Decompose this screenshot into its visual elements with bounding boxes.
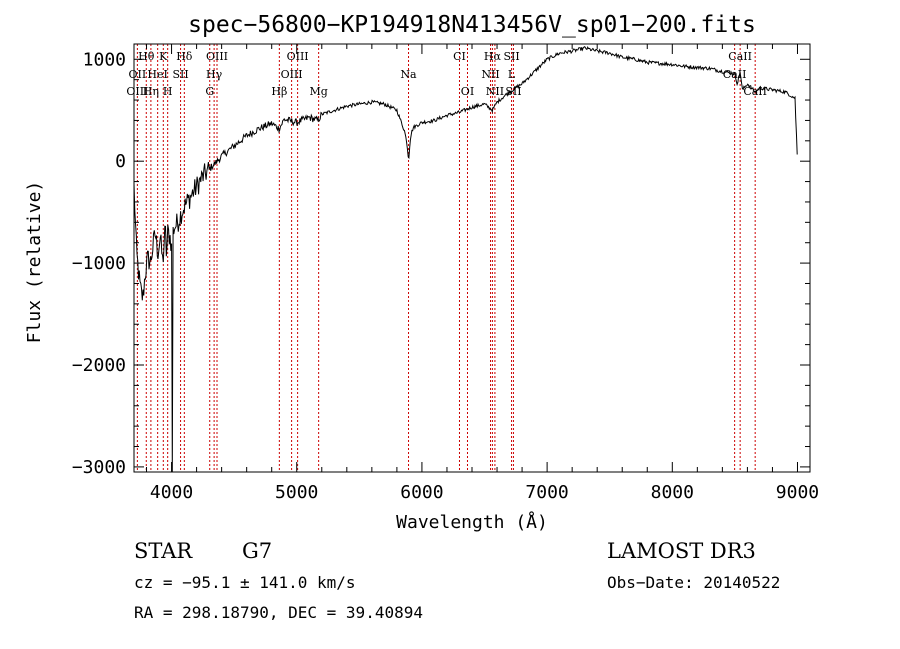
line-marker-label: CaII bbox=[728, 50, 752, 63]
line-marker-label: OIII bbox=[126, 85, 148, 98]
x-tick-label: 4000 bbox=[150, 482, 193, 503]
line-marker-label: Hδ bbox=[176, 50, 193, 63]
line-marker-label: SII bbox=[505, 85, 521, 98]
spectral-subclass: G7 bbox=[242, 539, 272, 563]
line-marker-label: H bbox=[163, 85, 173, 98]
x-axis-label: Wavelength (Å) bbox=[396, 511, 548, 533]
line-marker-label: Hβ bbox=[271, 85, 287, 98]
line-marker-label: Hγ bbox=[206, 68, 223, 81]
line-marker-label: Na bbox=[400, 68, 417, 81]
y-tick-label: −1000 bbox=[72, 253, 126, 274]
line-marker-label: SII bbox=[503, 50, 519, 63]
x-tick-label: 8000 bbox=[651, 482, 694, 503]
spectrum-line bbox=[133, 45, 798, 473]
line-marker-label: Hη bbox=[143, 85, 159, 98]
line-marker-label: L bbox=[508, 68, 516, 81]
x-tick-label: 6000 bbox=[400, 482, 443, 503]
line-marker-group bbox=[136, 44, 756, 472]
line-marker-label: NII bbox=[481, 68, 499, 81]
obs-date-text: Obs−Date: 20140522 bbox=[607, 573, 780, 592]
x-tick-label: 9000 bbox=[776, 482, 819, 503]
chart-title: spec−56800−KP194918N413456V_sp01−200.fit… bbox=[188, 12, 756, 38]
line-marker-label: OIII bbox=[281, 68, 303, 81]
line-marker-label: OIII bbox=[206, 50, 228, 63]
y-axis: −3000 −2000 −1000 0 1000 bbox=[72, 49, 810, 478]
y-tick-label: 0 bbox=[115, 151, 126, 172]
line-marker-label: OIII bbox=[287, 50, 309, 63]
y-tick-label: 1000 bbox=[83, 49, 126, 70]
line-marker-label: G bbox=[205, 85, 214, 98]
line-marker-label: Mg bbox=[309, 85, 327, 98]
line-marker-label: CI bbox=[453, 50, 466, 63]
x-tick-label: 7000 bbox=[525, 482, 568, 503]
y-tick-label: −2000 bbox=[72, 355, 126, 376]
y-axis-label: Flux (relative) bbox=[24, 181, 45, 344]
line-marker-label: Hθ bbox=[138, 50, 155, 63]
x-axis: 4000 5000 6000 7000 8000 9000 bbox=[146, 44, 819, 503]
line-marker-label: OII bbox=[129, 68, 147, 81]
line-marker-label: NII bbox=[486, 85, 504, 98]
line-marker-label: HeI bbox=[147, 68, 167, 81]
x-tick-label: 5000 bbox=[275, 482, 318, 503]
object-class: STAR bbox=[134, 539, 193, 563]
line-marker-label: OI bbox=[461, 85, 474, 98]
survey-name: LAMOST DR3 bbox=[607, 539, 756, 563]
line-marker-label: Hα bbox=[484, 50, 502, 63]
velocity-text: cz = −95.1 ± 141.0 km/s bbox=[134, 573, 356, 592]
y-tick-label: −3000 bbox=[72, 457, 126, 478]
line-marker-label: K bbox=[159, 50, 168, 63]
line-marker-label: SII bbox=[172, 68, 188, 81]
coords-text: RA = 298.18790, DEC = 39.40894 bbox=[134, 603, 423, 622]
